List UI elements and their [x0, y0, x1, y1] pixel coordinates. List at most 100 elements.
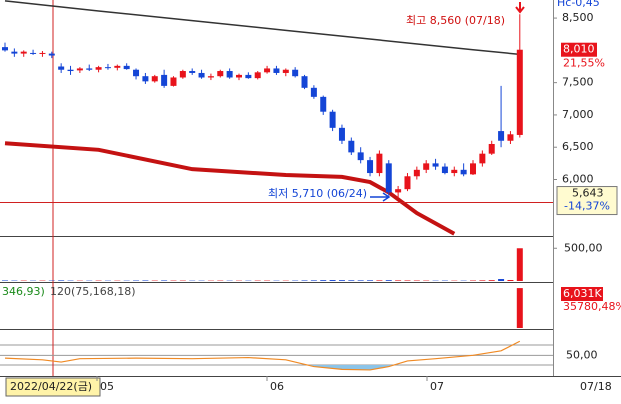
- volume-bar: [507, 280, 513, 281]
- candle-body: [302, 76, 308, 88]
- candle-body: [423, 163, 429, 169]
- candle-body: [2, 47, 8, 50]
- volume-bar: [404, 280, 410, 281]
- candle-body: [161, 75, 167, 86]
- y-tick-label: 500,00: [564, 241, 603, 254]
- candle-body: [273, 68, 279, 73]
- volume-bar: [2, 280, 8, 281]
- candle-body: [30, 53, 36, 54]
- volume-bar: [498, 279, 504, 281]
- candle-body: [339, 128, 345, 141]
- volume-bar: [517, 248, 523, 281]
- candle-body: [39, 53, 45, 54]
- candle-body: [358, 152, 364, 160]
- candle-body: [152, 76, 158, 81]
- candle-body: [395, 189, 401, 192]
- volume-bar: [395, 280, 401, 281]
- indicator-label: 120(75,168,18): [50, 285, 136, 298]
- x-tick-label: 07: [430, 380, 444, 393]
- low-note: 최저 5,710 (06/24): [268, 187, 367, 200]
- candle-body: [414, 170, 420, 176]
- volume-bar: [376, 280, 382, 281]
- candle-body: [498, 131, 504, 141]
- candle-body: [367, 160, 373, 173]
- high-note: 최고 8,560 (07/18): [406, 14, 505, 27]
- y-tick-label: 7,500: [562, 76, 594, 89]
- y-tick-label: 6,000: [562, 173, 594, 186]
- volume-bar: [142, 280, 148, 281]
- volume-bar: [367, 280, 373, 281]
- candle-body: [142, 76, 148, 81]
- y-tick-label: 50,00: [566, 348, 598, 361]
- candle-body: [217, 71, 223, 76]
- candle-body: [283, 70, 289, 73]
- corner-label: Hc-0,45: [557, 0, 600, 9]
- candle-body: [124, 66, 130, 69]
- candle-body: [451, 170, 457, 173]
- candle-body: [133, 70, 139, 76]
- candle-body: [11, 52, 17, 54]
- candle-body: [442, 167, 448, 173]
- last-change: 21,55%: [563, 57, 605, 70]
- candle-body: [376, 154, 382, 173]
- candle-body: [227, 71, 233, 77]
- candle-body: [404, 176, 410, 189]
- candle-body: [199, 73, 205, 78]
- candle-body: [470, 163, 476, 174]
- candle-body: [236, 75, 242, 78]
- candle-body: [348, 141, 354, 153]
- candle-body: [330, 112, 336, 128]
- volume-bar: [348, 280, 354, 281]
- volume-bar: [330, 280, 336, 281]
- candle-body: [255, 72, 261, 78]
- candle-body: [21, 52, 27, 54]
- indicator-label: 346,93): [2, 285, 45, 298]
- candle-body: [320, 97, 326, 112]
- cursor-date: 2022/04/22(금): [10, 380, 92, 393]
- candle-body: [170, 77, 176, 85]
- volume-bar: [489, 280, 495, 281]
- cursor-change: -14,37%: [564, 200, 610, 213]
- y-tick-label: 8,500: [562, 11, 594, 24]
- candle-body: [68, 70, 74, 71]
- candle-body: [507, 134, 513, 140]
- volume-bar: [320, 280, 326, 281]
- volume-bar: [386, 280, 392, 281]
- volume-bar: [479, 280, 485, 281]
- candle-body: [105, 67, 111, 68]
- cursor-price: 5,643: [572, 187, 604, 200]
- last-price: 8,010: [563, 43, 595, 56]
- indicator-pct: 35780,48%: [563, 300, 621, 313]
- y-tick-label: 7,000: [562, 108, 594, 121]
- candle-body: [479, 154, 485, 164]
- candle-body: [461, 170, 467, 175]
- candle-body: [245, 75, 251, 78]
- volume-bar: [302, 280, 308, 281]
- volume-bar: [161, 280, 167, 281]
- candle-body: [208, 76, 214, 77]
- volume-bar: [339, 280, 345, 281]
- candle-body: [58, 67, 64, 70]
- x-tick-label: 06: [270, 380, 284, 393]
- volume-bar: [358, 280, 364, 281]
- candle-body: [77, 68, 83, 70]
- candle-body: [86, 68, 92, 69]
- candle-body: [311, 88, 317, 97]
- x-tick-label: 05: [100, 380, 114, 393]
- candle-body: [264, 68, 270, 72]
- candle-body: [386, 163, 392, 192]
- last-date: 07/18: [580, 380, 612, 393]
- candle-body: [96, 67, 102, 70]
- candle-body: [114, 66, 120, 68]
- y-tick-label: 6,500: [562, 140, 594, 153]
- indicator-last: 6,031K: [563, 287, 602, 300]
- candle-body: [433, 163, 439, 166]
- candle-body: [49, 54, 55, 56]
- candle-body: [517, 50, 523, 135]
- candle-body: [292, 70, 298, 76]
- candle-body: [489, 144, 495, 154]
- volume-bar: [311, 280, 317, 281]
- volume-bar: [58, 280, 64, 281]
